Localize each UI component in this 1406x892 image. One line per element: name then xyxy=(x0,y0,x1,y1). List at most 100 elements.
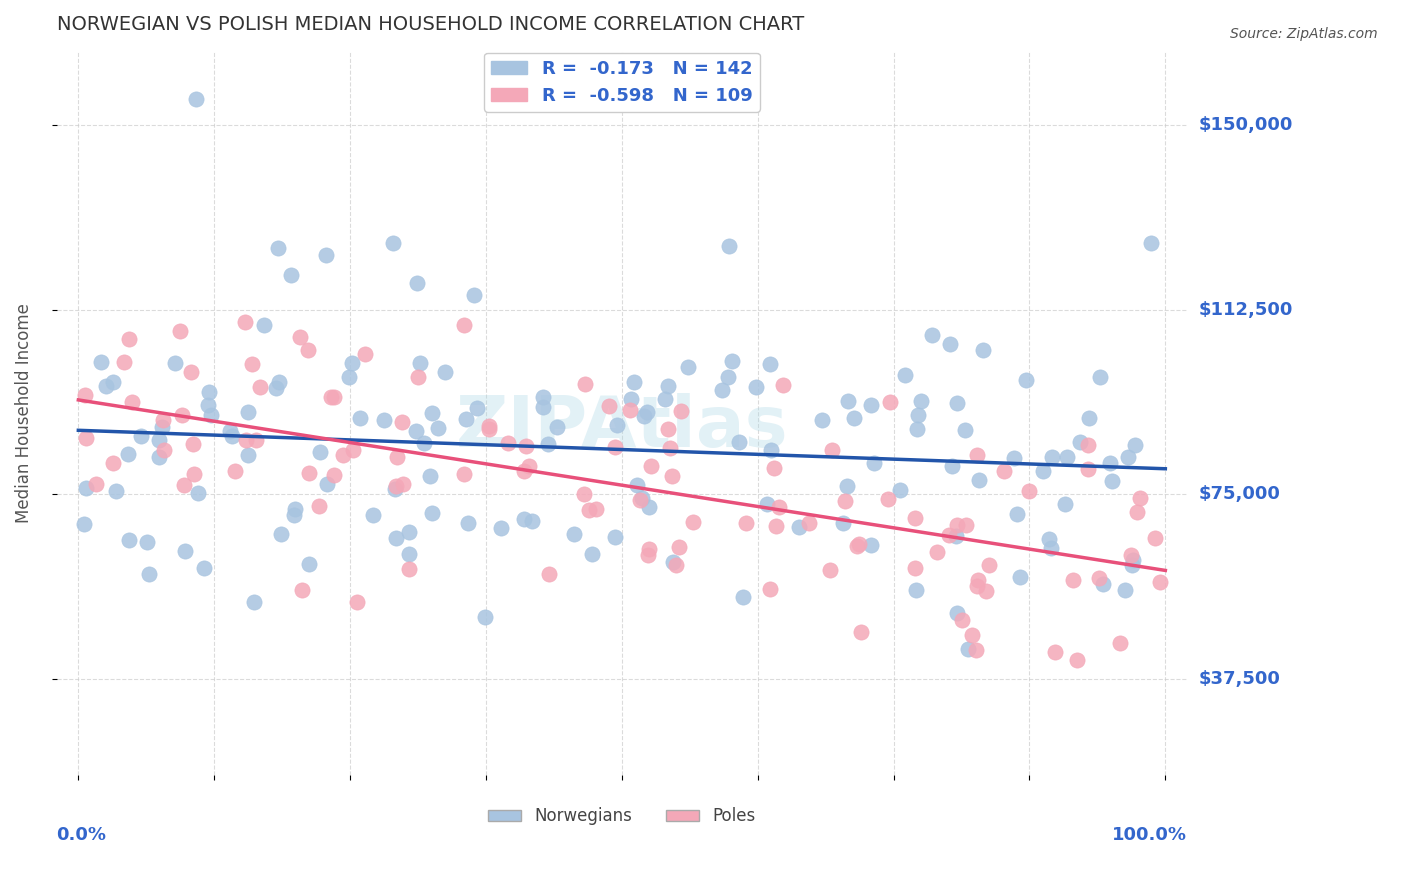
Point xyxy=(605,440,627,454)
Point xyxy=(834,494,856,508)
Point xyxy=(131,429,153,443)
Point xyxy=(562,527,585,541)
Point xyxy=(531,390,554,404)
Point xyxy=(631,491,654,506)
Point xyxy=(1101,475,1123,489)
Point xyxy=(1077,462,1099,476)
Point xyxy=(1121,558,1143,573)
Point xyxy=(221,429,243,443)
Point xyxy=(153,442,176,457)
Point xyxy=(1005,507,1028,521)
Point xyxy=(1008,570,1031,584)
Point xyxy=(138,566,160,581)
Point xyxy=(150,420,173,434)
Point xyxy=(420,506,443,520)
Point xyxy=(578,503,600,517)
Point xyxy=(945,517,967,532)
Text: 0.0%: 0.0% xyxy=(56,826,107,844)
Text: $150,000: $150,000 xyxy=(1198,116,1292,134)
Point xyxy=(1119,548,1142,562)
Point xyxy=(297,343,319,358)
Point xyxy=(457,516,479,530)
Point xyxy=(264,381,287,395)
Point xyxy=(170,408,193,422)
Point xyxy=(346,595,368,609)
Point xyxy=(187,485,209,500)
Point xyxy=(515,439,537,453)
Point xyxy=(977,558,1000,572)
Point xyxy=(835,479,858,493)
Point xyxy=(384,482,406,496)
Point xyxy=(755,497,778,511)
Point xyxy=(513,512,536,526)
Point xyxy=(745,380,768,394)
Point xyxy=(907,409,929,423)
Point xyxy=(152,413,174,427)
Point xyxy=(385,450,408,464)
Point xyxy=(75,388,97,402)
Point xyxy=(859,398,882,412)
Point xyxy=(121,394,143,409)
Point xyxy=(1140,236,1163,251)
Point xyxy=(392,476,415,491)
Point xyxy=(1018,483,1040,498)
Point xyxy=(664,558,686,572)
Point xyxy=(669,403,692,417)
Point xyxy=(323,390,346,404)
Point xyxy=(308,499,330,513)
Point xyxy=(406,370,429,384)
Point xyxy=(453,467,475,482)
Point xyxy=(581,547,603,561)
Point xyxy=(419,469,441,483)
Point xyxy=(519,459,541,474)
Point xyxy=(465,401,488,415)
Point xyxy=(489,521,512,535)
Point xyxy=(183,467,205,481)
Point xyxy=(169,324,191,338)
Point xyxy=(1040,541,1063,555)
Point xyxy=(952,613,974,627)
Point xyxy=(1114,582,1136,597)
Point xyxy=(1129,491,1152,505)
Point xyxy=(657,379,679,393)
Point xyxy=(657,422,679,436)
Point xyxy=(1108,636,1130,650)
Point xyxy=(240,358,263,372)
Point xyxy=(965,643,987,657)
Point xyxy=(173,478,195,492)
Point xyxy=(537,436,560,450)
Point xyxy=(974,584,997,599)
Point xyxy=(904,560,927,574)
Point xyxy=(720,354,742,368)
Point xyxy=(181,437,204,451)
Y-axis label: Median Household Income: Median Household Income xyxy=(15,303,32,523)
Point xyxy=(904,511,927,525)
Point xyxy=(759,582,782,597)
Point xyxy=(640,458,662,473)
Point xyxy=(224,464,246,478)
Point xyxy=(623,375,645,389)
Point xyxy=(245,433,267,447)
Point xyxy=(848,536,870,550)
Text: 100.0%: 100.0% xyxy=(1112,826,1187,844)
Legend: Norwegians, Poles: Norwegians, Poles xyxy=(481,801,762,832)
Point xyxy=(851,625,873,640)
Point xyxy=(474,610,496,624)
Point xyxy=(628,493,651,508)
Point xyxy=(1053,497,1076,511)
Point xyxy=(1126,505,1149,519)
Point xyxy=(118,332,141,346)
Point xyxy=(1098,456,1121,470)
Point xyxy=(197,385,219,400)
Point xyxy=(1038,532,1060,546)
Text: $37,500: $37,500 xyxy=(1198,670,1279,688)
Point xyxy=(905,421,928,435)
Point xyxy=(283,508,305,523)
Point xyxy=(1092,576,1115,591)
Point xyxy=(478,422,501,436)
Point xyxy=(197,398,219,412)
Point xyxy=(463,287,485,301)
Point xyxy=(163,356,186,370)
Text: ZIPAtlas: ZIPAtlas xyxy=(456,393,789,462)
Point xyxy=(373,413,395,427)
